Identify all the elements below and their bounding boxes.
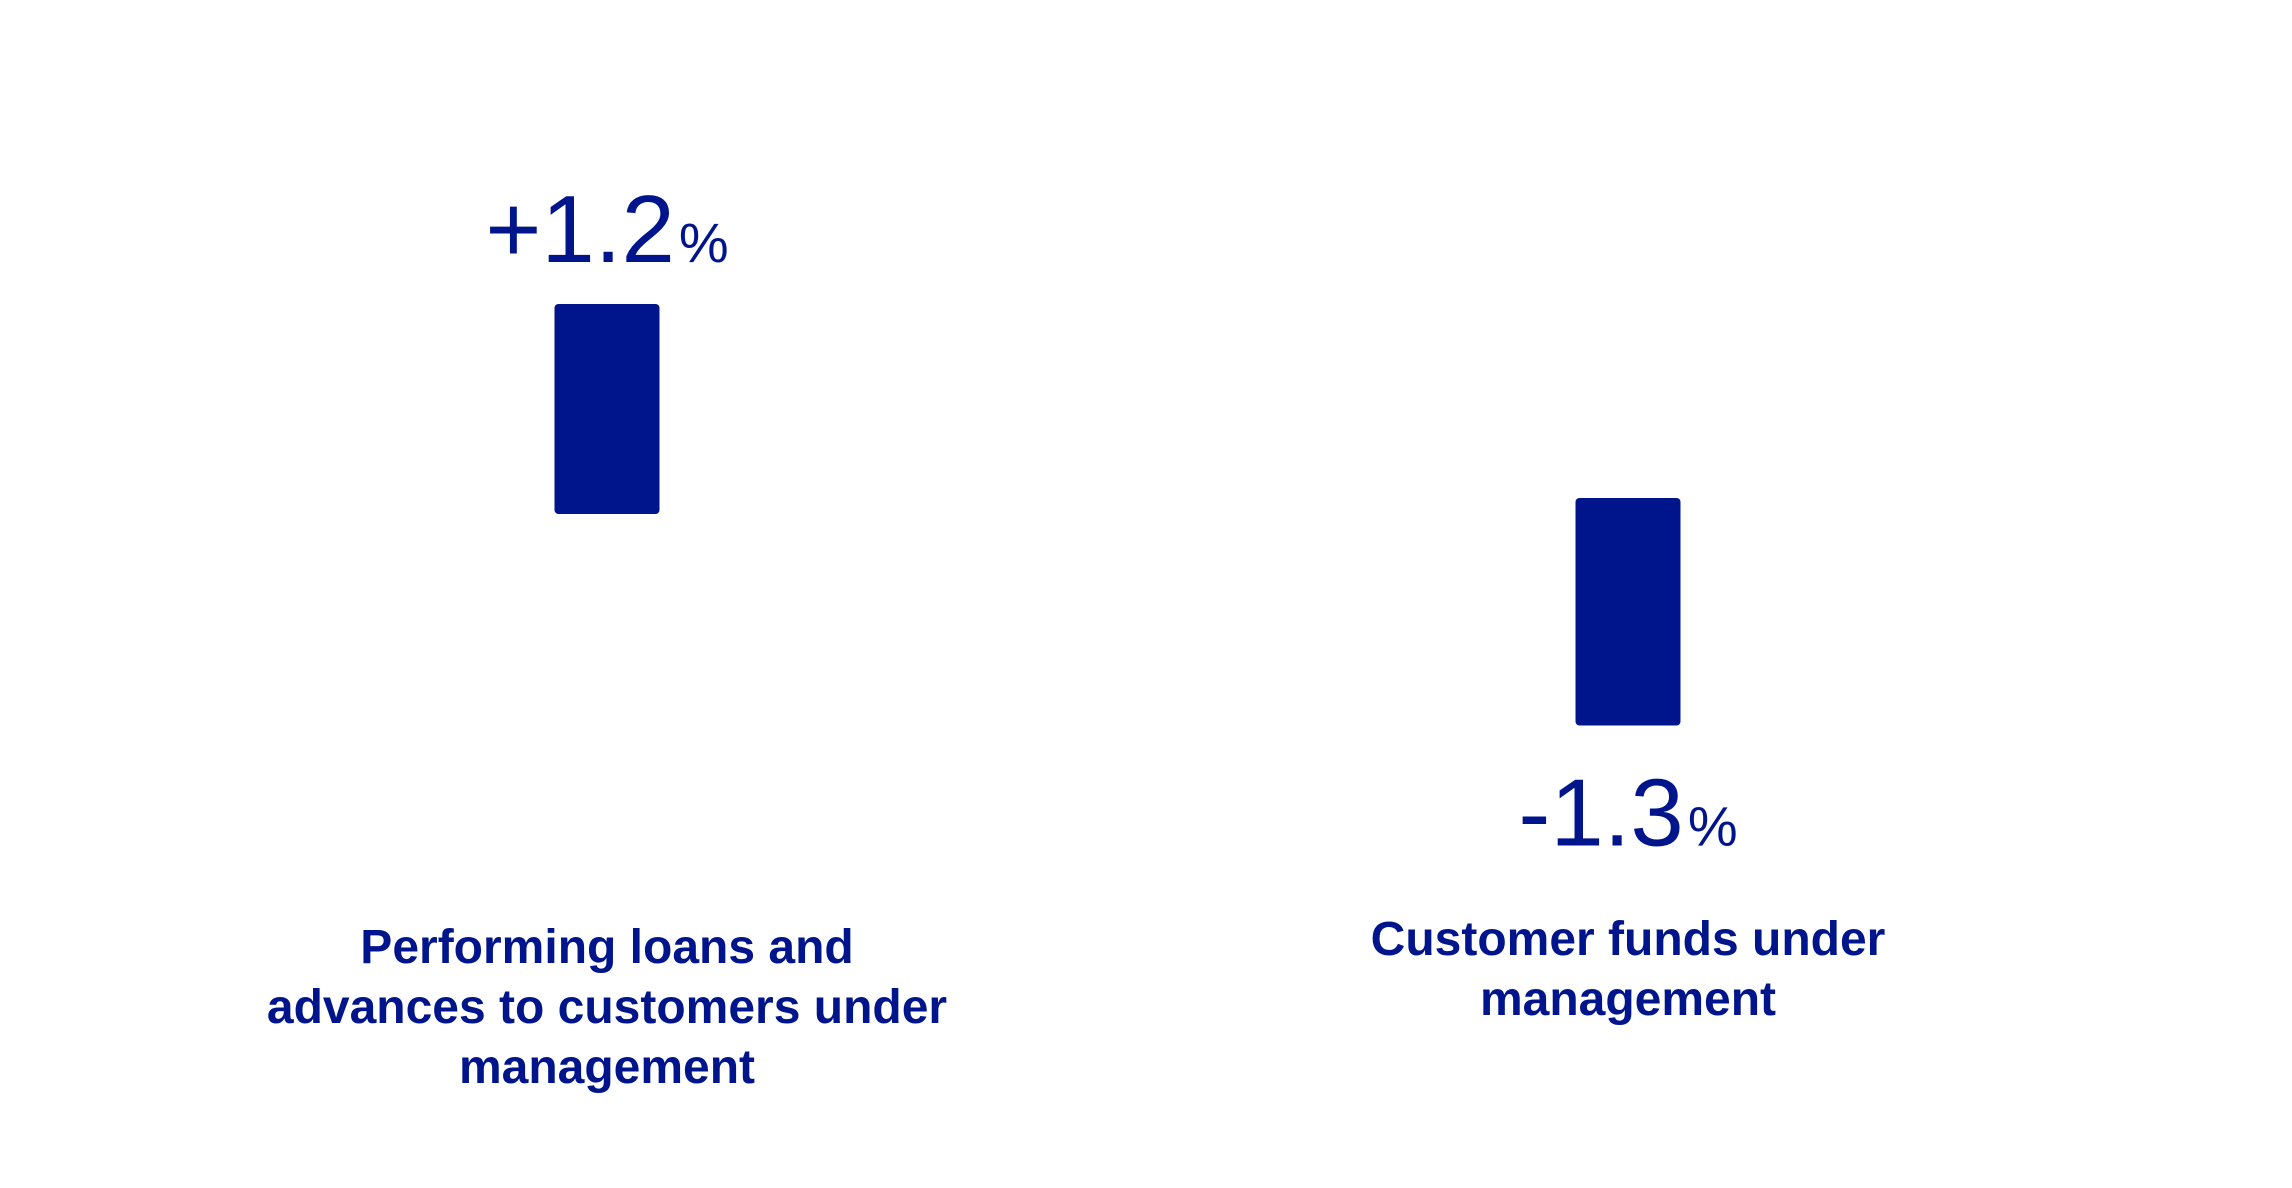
bar-0 [554,304,660,514]
value-label-unit-0: % [679,211,729,274]
value-labels-layer: +1.2%-1.3% [485,176,1737,867]
bars-layer [554,304,1681,726]
value-label-1: -1.3% [1518,760,1737,867]
value-label-unit-1: % [1688,795,1738,858]
value-label-0: +1.2% [485,176,728,283]
category-label-customer-funds: Customer funds under management [1370,913,1886,1026]
category-label-performing-loans: Performing loans and advances to custome… [266,921,948,1094]
bar-1 [1575,498,1681,726]
value-label-number-1: -1.3 [1518,760,1683,867]
value-label-number-0: +1.2 [485,176,675,283]
